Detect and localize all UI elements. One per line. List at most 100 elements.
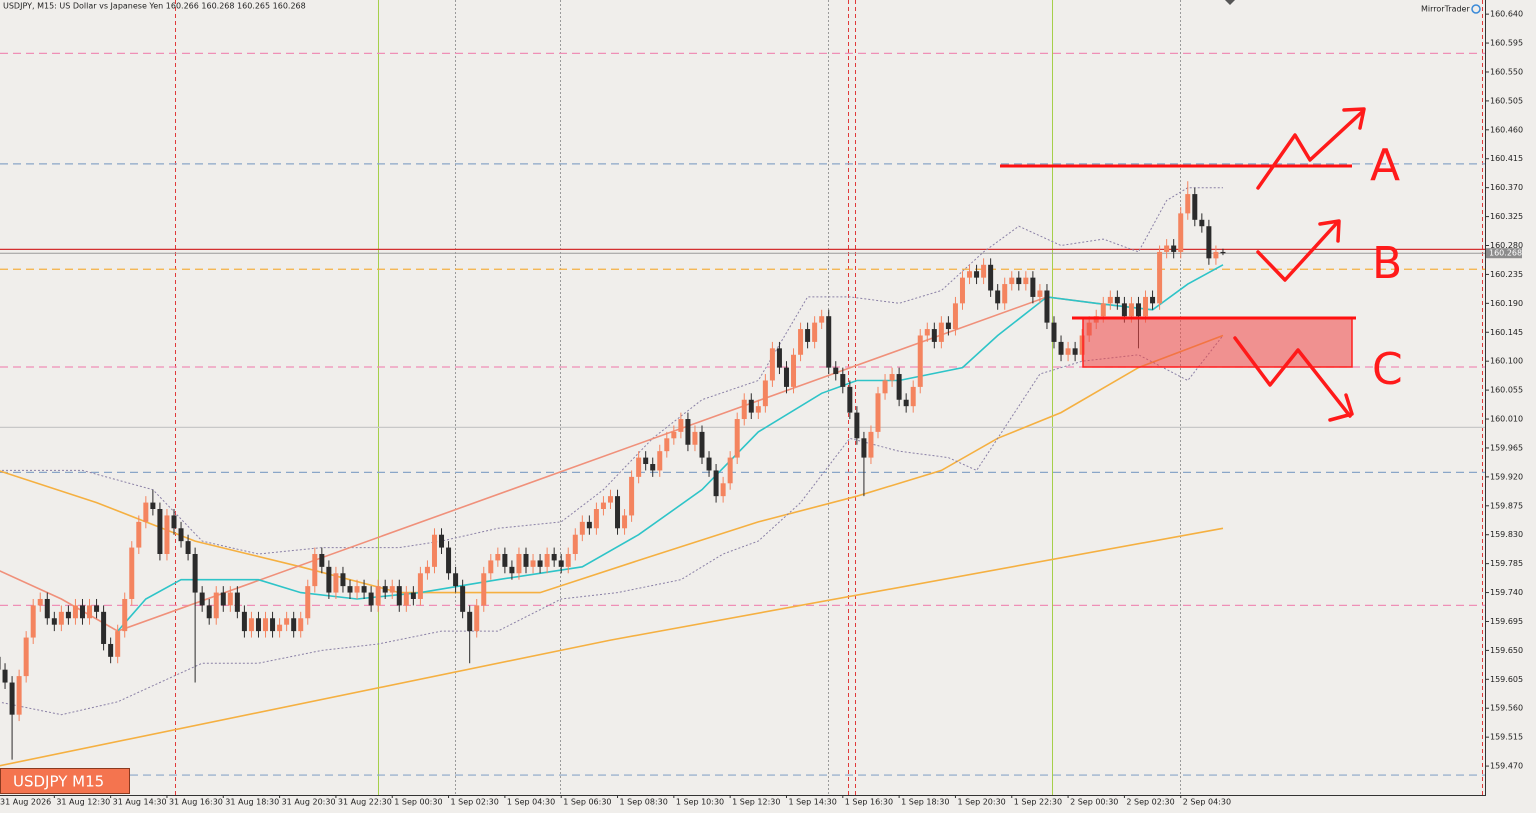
candle-body — [460, 586, 466, 612]
candle-body — [910, 386, 916, 407]
candle-body — [16, 676, 22, 715]
x-tick-label: 31 Aug 2026 — [0, 798, 51, 807]
candle-body — [227, 592, 233, 606]
candle-body — [840, 374, 846, 387]
candle-body — [748, 399, 754, 413]
x-tick-label: 1 Sep 08:30 — [620, 798, 668, 807]
candle-body — [889, 374, 895, 381]
y-tick-label: 159.695 — [1490, 617, 1523, 626]
candle-body — [650, 464, 656, 471]
candle-body — [713, 470, 719, 497]
candle-body — [734, 419, 740, 458]
candle-body — [1213, 251, 1219, 259]
candle-body — [431, 534, 437, 567]
y-tick-label: 160.415 — [1490, 154, 1523, 163]
candle-body — [664, 438, 670, 452]
candle-body — [671, 431, 677, 439]
y-tick-label: 159.740 — [1490, 588, 1523, 597]
candle-body — [171, 515, 177, 529]
candle-body — [417, 573, 423, 599]
candle-body — [854, 412, 860, 439]
indicator-line — [0, 335, 1224, 716]
candle-body — [199, 592, 205, 606]
candle-body — [270, 618, 276, 632]
candle-body — [30, 605, 36, 638]
arrow-down — [1233, 336, 1352, 418]
candle-body — [51, 618, 57, 625]
candle-body — [967, 271, 973, 278]
x-tick-label: 31 Aug 12:30 — [56, 798, 110, 807]
candle-body — [945, 322, 951, 330]
candle-body — [263, 618, 269, 632]
candle-body — [903, 399, 909, 407]
candle-body — [403, 592, 409, 606]
y-tick-label: 159.515 — [1490, 733, 1523, 742]
candle-body — [178, 528, 184, 542]
candle-body — [882, 380, 888, 394]
candle-body — [924, 329, 930, 336]
y-tick-label: 159.560 — [1490, 704, 1523, 713]
candle-body — [959, 277, 965, 304]
candle-body — [340, 573, 346, 587]
candle-body — [9, 682, 15, 715]
candle-body — [1072, 348, 1078, 355]
y-tick-label: 160.145 — [1490, 328, 1523, 337]
candle-body — [446, 547, 452, 574]
y-tick-label: 159.830 — [1490, 530, 1523, 539]
candle-body — [523, 553, 529, 567]
candle-body — [1037, 290, 1043, 297]
candle-body — [657, 451, 663, 471]
candle-body — [481, 573, 487, 606]
candle-body — [1135, 303, 1141, 317]
candle-body — [375, 586, 381, 606]
candle-body — [636, 457, 642, 477]
candle-body — [277, 624, 283, 632]
candle-body — [255, 618, 261, 632]
candle-body — [755, 406, 761, 413]
candle-body — [474, 605, 480, 632]
candle-body — [354, 586, 360, 593]
annotation-layer: A B C — [1000, 107, 1403, 422]
candle-body — [72, 605, 78, 619]
y-tick-label: 160.595 — [1490, 39, 1523, 48]
symbol-label: USDJPY M15 — [13, 773, 104, 791]
candle-body — [762, 380, 768, 407]
arrow-head — [1342, 107, 1366, 130]
candle-body — [101, 611, 107, 644]
candle-body — [741, 399, 747, 420]
candle-body — [37, 598, 43, 606]
annotation: A — [1370, 140, 1400, 191]
x-tick-label: 1 Sep 20:30 — [957, 798, 1005, 807]
chart-title: USDJPY, M15: US Dollar vs Japanese Yen 1… — [3, 2, 306, 11]
candle-body — [685, 419, 691, 445]
candle-body — [931, 329, 937, 342]
x-tick-label: 1 Sep 14:30 — [788, 798, 836, 807]
candle-body — [1100, 303, 1106, 317]
candle-body — [769, 348, 775, 381]
candle-body — [819, 316, 825, 323]
candle-body — [319, 553, 325, 567]
candle-body — [530, 560, 536, 567]
candle-body — [1065, 348, 1071, 355]
candle-body — [1030, 277, 1036, 297]
candle-body — [164, 515, 170, 554]
x-tick-label: 31 Aug 18:30 — [225, 798, 279, 807]
candle-body — [1009, 277, 1015, 285]
candle-body — [1206, 226, 1212, 259]
candle-layer — [0, 181, 1226, 760]
candle-body — [812, 322, 818, 342]
candle-body — [129, 547, 135, 599]
candle-body — [467, 611, 473, 632]
candle-body — [643, 457, 649, 465]
y-tick-label: 160.460 — [1490, 125, 1523, 134]
candle-body — [396, 586, 402, 606]
y-tick-label: 159.650 — [1490, 646, 1523, 655]
candle-body — [981, 264, 987, 278]
candle-body — [241, 611, 247, 632]
candle-body — [938, 322, 944, 342]
candle-body — [389, 586, 395, 593]
price-tag — [1486, 248, 1522, 259]
x-tick-label: 31 Aug 14:30 — [113, 798, 167, 807]
candle-body — [79, 605, 85, 619]
